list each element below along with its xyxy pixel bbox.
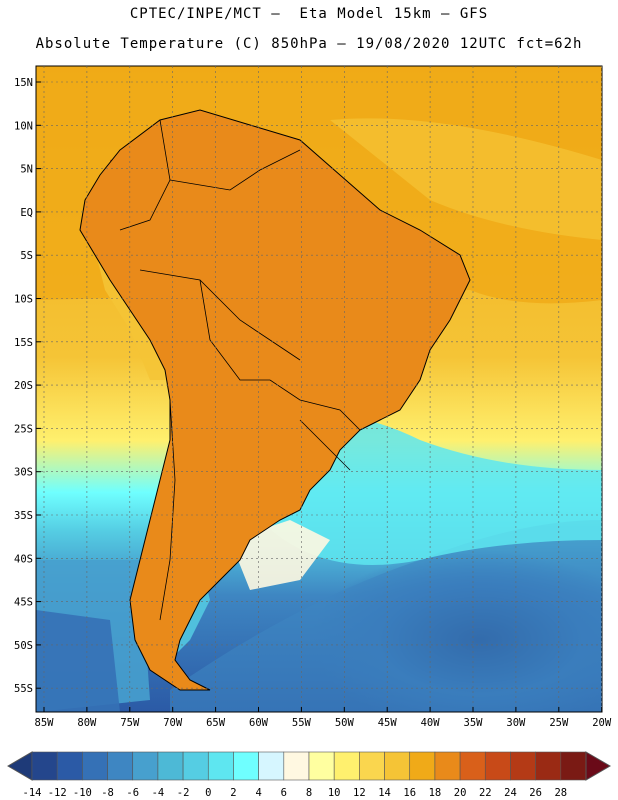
lat-label: 20S [14, 380, 33, 392]
colorbar-tick-label: 6 [281, 787, 287, 799]
colorbar-tick-label: -8 [101, 787, 114, 799]
colorbar-tick-label: 16 [403, 787, 416, 799]
lon-label: 40W [421, 717, 441, 729]
colorbar-tick-label: 20 [454, 787, 467, 799]
colorbar-over-triangle [585, 751, 611, 781]
lat-label: 40S [14, 553, 33, 565]
lat-label: 15N [14, 77, 33, 89]
colorbar-tick-label: 2 [230, 787, 236, 799]
lat-label: EQ [20, 207, 33, 219]
lat-label: 25S [14, 423, 33, 435]
colorbar-swatch [258, 751, 285, 781]
lon-label: 80W [77, 717, 97, 729]
colorbar-tick-label: -4 [152, 787, 165, 799]
lon-label: 30W [506, 717, 526, 729]
colorbar-tick-label: -2 [177, 787, 190, 799]
colorbar-swatch [233, 751, 259, 781]
lon-label: 55W [292, 717, 312, 729]
colorbar-tick-label: 26 [529, 787, 542, 799]
colorbar-swatch [82, 751, 108, 781]
lat-label: 10S [14, 294, 33, 306]
colorbar-swatch [333, 751, 360, 781]
colorbar-tick-label: 4 [255, 787, 261, 799]
lat-label: 5N [20, 164, 33, 176]
colorbar-swatch [182, 751, 209, 781]
colorbar-swatch [283, 751, 310, 781]
north-ocean-yellow [330, 118, 602, 240]
colorbar-swatch [434, 751, 461, 781]
colorbar-swatch [157, 751, 184, 781]
border-paraguay [269, 379, 361, 431]
colorbar-swatch [107, 751, 134, 781]
colorbar-tick-label: -14 [23, 787, 42, 799]
colorbar-swatch [359, 751, 385, 781]
colorbar-tick-label: 8 [306, 787, 312, 799]
colorbar-swatch [459, 751, 486, 781]
temperature-field [36, 66, 602, 712]
colorbar-tick-label: 18 [429, 787, 442, 799]
lat-label: 10N [14, 120, 33, 132]
lon-label: 25W [549, 717, 569, 729]
colorbar-tick-label: -10 [73, 787, 92, 799]
colorbar-tick-label: 28 [554, 787, 567, 799]
lat-label: 5S [20, 250, 33, 262]
atlantic-cyan-band [260, 413, 602, 565]
lat-label: 45S [14, 597, 33, 609]
south-atlantic-cold [170, 520, 602, 712]
lon-label: 65W [206, 717, 226, 729]
colorbar-swatch [535, 751, 562, 781]
lon-label: 75W [120, 717, 140, 729]
colorbar-tick-label: -6 [126, 787, 139, 799]
border-bolivia [199, 279, 270, 381]
colorbar-swatch [510, 751, 536, 781]
lat-label: 50S [14, 640, 33, 652]
border-peru-brazil [139, 269, 301, 361]
country-borders [79, 109, 471, 691]
colorbar-swatch [560, 751, 587, 781]
colorbar-tick-label: 0 [205, 787, 211, 799]
title-line-1: CPTEC/INPE/MCT — Eta Model 15km — GFS [129, 6, 489, 22]
colorbar-swatch [56, 751, 83, 781]
title-line-2: Absolute Temperature (C) 850hPa — 19/08/… [35, 36, 583, 52]
colorbar-swatch [132, 751, 159, 781]
colorbar-swatch [207, 751, 234, 781]
lon-label: 35W [464, 717, 484, 729]
colorbar-tick-label: 12 [353, 787, 366, 799]
lon-label: 60W [249, 717, 269, 729]
pampas-mild [230, 520, 330, 590]
latitude-labels: 15N 10N 5N EQ 5S 10S 15S 20S 25S 30S 35S 40S 45S 50S 5… [14, 77, 33, 695]
lon-label: 45W [378, 717, 398, 729]
colorbar-tick-label: 10 [328, 787, 341, 799]
colorbar-tick-label: 24 [504, 787, 517, 799]
colorbar-tick-label: 14 [378, 787, 391, 799]
colorbar-swatch [31, 751, 58, 781]
colorbar-swatch [484, 751, 511, 781]
colorbar-swatch [384, 751, 411, 781]
colorbar-swatch [409, 751, 436, 781]
plot-frame [35, 65, 603, 713]
lat-label: 15S [14, 337, 33, 349]
lat-label: 35S [14, 510, 33, 522]
pacific-far-south [36, 610, 120, 712]
colorbar-under-triangle [7, 751, 33, 781]
border-uruguay [299, 419, 351, 471]
lon-label: 20W [592, 717, 612, 729]
border-venezuela [169, 149, 301, 191]
lat-label: 30S [14, 467, 33, 479]
lon-label: 50W [335, 717, 355, 729]
colorbar-tick-label: -12 [48, 787, 67, 799]
lat-label: 55S [14, 683, 33, 695]
lon-label: 85W [35, 717, 55, 729]
colorbar-swatch [308, 751, 335, 781]
border-chile-argentina [159, 399, 176, 621]
border-colombia [119, 119, 171, 231]
lon-label: 70W [163, 717, 183, 729]
colorbar: -14 -12 -10 -8 -6 -4 -2 0 2 4 6 8 10 12 14 16 18 20 22 24 26… [7, 751, 611, 799]
colorbar-tick-label: 22 [479, 787, 492, 799]
longitude-labels: 85W 80W 75W 70W 65W 60W 55W 50W 45W 40W 35W 30W 25W 2… [35, 717, 612, 729]
graticule [36, 66, 603, 712]
